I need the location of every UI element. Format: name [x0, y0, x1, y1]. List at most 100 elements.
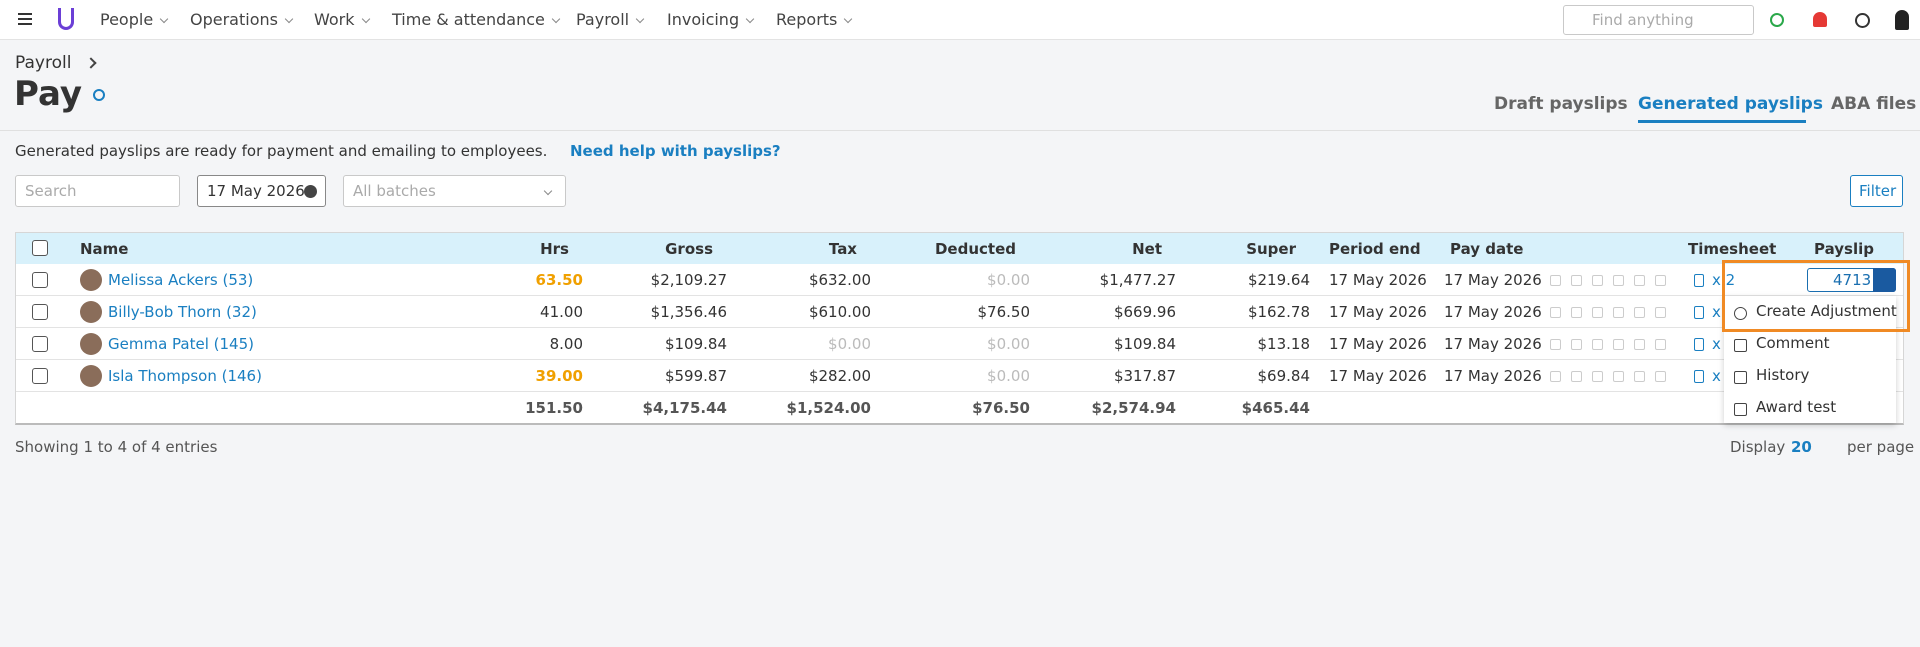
nav-item[interactable]: Reports — [776, 10, 853, 29]
page-title: Pay — [14, 74, 83, 114]
column-header[interactable]: Super — [1246, 240, 1296, 258]
filter-button[interactable]: Filter — [1850, 175, 1903, 207]
help-link[interactable]: Need help with payslips? — [570, 142, 781, 160]
cell: $13.18 — [1257, 335, 1311, 353]
nav-item[interactable]: Time & attendance — [392, 10, 561, 29]
status-icon — [1613, 339, 1624, 350]
employee-link[interactable]: Melissa Ackers (53) — [108, 271, 254, 289]
total: $76.50 — [972, 399, 1030, 417]
cell: 17 May 2026 — [1329, 335, 1427, 353]
checkbox[interactable] — [32, 240, 48, 256]
status-icon — [1571, 275, 1582, 286]
menu-icon — [1734, 403, 1747, 416]
nav-label[interactable]: Work — [314, 10, 355, 29]
total: $465.44 — [1241, 399, 1310, 417]
menu-icon — [1734, 371, 1747, 384]
status-icon — [1655, 307, 1666, 318]
timesheet-link[interactable]: x — [1712, 303, 1721, 321]
timesheet-link[interactable]: x — [1712, 367, 1721, 385]
cell: 41.00 — [540, 303, 583, 321]
breadcrumb-chevron — [85, 57, 97, 69]
cell: 17 May 2026 — [1329, 271, 1427, 289]
menu-item[interactable]: Award test — [1756, 398, 1837, 416]
breadcrumb[interactable]: Payroll — [15, 53, 72, 73]
status-icon — [1634, 307, 1645, 318]
column-header[interactable]: Deducted — [934, 240, 1016, 258]
global-search[interactable]: Find anything — [1563, 5, 1754, 35]
status-icon[interactable] — [1770, 13, 1784, 27]
nav-label[interactable]: Time & attendance — [392, 10, 545, 29]
timesheet-icon[interactable] — [1694, 338, 1704, 351]
divider — [0, 130, 1920, 131]
nav-item[interactable]: Payroll — [576, 10, 645, 29]
avatar — [80, 301, 102, 323]
column-header[interactable]: Gross — [665, 240, 713, 258]
employee-link[interactable]: Gemma Patel (145) — [108, 335, 254, 353]
cell: $0.00 — [828, 335, 871, 353]
cell: $599.87 — [664, 367, 727, 385]
nav-item[interactable]: Invoicing — [667, 10, 755, 29]
column-header[interactable]: Hrs — [540, 240, 569, 258]
nav-item[interactable]: Work — [314, 10, 370, 29]
settings-icon[interactable] — [93, 89, 105, 101]
column-header[interactable]: Net — [1132, 240, 1162, 258]
payslip-number[interactable]: 4713 — [1833, 271, 1872, 289]
menu-item[interactable]: History — [1756, 366, 1810, 384]
nav-label[interactable]: People — [100, 10, 154, 29]
nav-label[interactable]: Payroll — [576, 10, 630, 29]
logo[interactable] — [58, 8, 74, 30]
column-header[interactable]: Payslip — [1814, 240, 1874, 258]
timesheet-icon[interactable] — [1694, 370, 1704, 383]
batch-select[interactable]: All batches — [343, 175, 566, 207]
checkbox[interactable] — [32, 336, 48, 352]
column-header[interactable]: Pay date — [1450, 240, 1524, 258]
user-icon[interactable] — [1895, 10, 1909, 30]
total: 151.50 — [525, 399, 583, 417]
nav-label[interactable]: Operations — [190, 10, 278, 29]
menu-icon[interactable] — [18, 13, 32, 25]
status-icon — [1550, 275, 1561, 286]
per-page-select[interactable]: 20 — [1791, 438, 1812, 456]
tab-underline — [1638, 120, 1806, 123]
tab-active[interactable]: Generated payslips — [1638, 94, 1823, 114]
cell: 8.00 — [549, 335, 583, 353]
payslip-toggle[interactable] — [1873, 268, 1896, 292]
cell: 17 May 2026 — [1444, 271, 1542, 289]
row-border — [16, 391, 1903, 392]
menu-item[interactable]: Create Adjustment — [1756, 302, 1897, 320]
status-icon — [1550, 339, 1561, 350]
nav-item[interactable]: People — [100, 10, 169, 29]
column-header[interactable]: Name — [80, 240, 129, 258]
timesheet-icon[interactable] — [1694, 274, 1704, 287]
cell: 17 May 2026 — [1444, 335, 1542, 353]
column-header[interactable]: Period end — [1329, 240, 1421, 258]
tab[interactable]: Draft payslips — [1494, 94, 1628, 114]
menu-item[interactable]: Comment — [1756, 334, 1830, 352]
row-border — [16, 327, 1903, 328]
date-value: 17 May 2026 — [207, 182, 305, 200]
tab[interactable]: ABA files — [1831, 94, 1917, 114]
help-icon[interactable] — [1855, 13, 1870, 28]
bell-icon[interactable] — [1813, 12, 1827, 27]
checkbox[interactable] — [32, 272, 48, 288]
employee-link[interactable]: Isla Thompson (146) — [108, 367, 262, 385]
cell: $76.50 — [977, 303, 1031, 321]
timesheet-icon[interactable] — [1694, 306, 1704, 319]
nav-item[interactable]: Operations — [190, 10, 294, 29]
total: $1,524.00 — [786, 399, 871, 417]
cell: $109.84 — [1113, 335, 1176, 353]
cell: 17 May 2026 — [1444, 303, 1542, 321]
status-icon — [1571, 339, 1582, 350]
search-input[interactable]: Search — [15, 175, 180, 207]
status-icon — [1550, 371, 1561, 382]
nav-label[interactable]: Reports — [776, 10, 838, 29]
date-input[interactable]: 17 May 2026 — [197, 175, 326, 207]
column-header[interactable]: Timesheet — [1688, 240, 1777, 258]
column-header[interactable]: Tax — [828, 240, 857, 258]
checkbox[interactable] — [32, 368, 48, 384]
employee-link[interactable]: Billy-Bob Thorn (32) — [108, 303, 257, 321]
status-icon — [1613, 275, 1624, 286]
timesheet-link[interactable]: x — [1712, 335, 1721, 353]
checkbox[interactable] — [32, 304, 48, 320]
nav-label[interactable]: Invoicing — [667, 10, 740, 29]
